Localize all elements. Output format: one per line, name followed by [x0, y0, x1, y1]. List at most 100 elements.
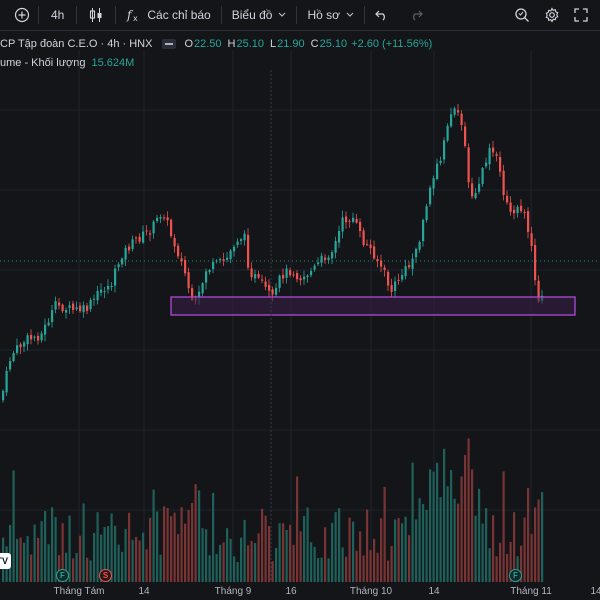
- volume-bar: [282, 523, 285, 582]
- candle-body: [464, 126, 467, 146]
- volume-bar: [362, 555, 365, 582]
- interval-button[interactable]: 4h: [39, 0, 76, 30]
- candle-body: [159, 217, 162, 219]
- candle-body: [383, 267, 386, 271]
- split-event-badge[interactable]: S: [99, 569, 112, 582]
- volume-bar: [166, 507, 169, 582]
- volume-bar: [387, 560, 390, 582]
- price-change: +2.60 (+11.56%): [351, 37, 433, 50]
- volume-bar: [397, 518, 400, 582]
- volume-bar: [485, 508, 488, 582]
- chevron-down-icon: [279, 12, 286, 17]
- volume-bar: [303, 516, 306, 582]
- legend-collapse-icon[interactable]: [162, 38, 177, 49]
- chart-type-button[interactable]: [77, 0, 115, 30]
- candle-body: [418, 242, 421, 250]
- candle-body: [348, 220, 351, 222]
- candle-body: [142, 231, 145, 243]
- volume-bars: [2, 438, 544, 582]
- candle-body: [152, 221, 155, 234]
- search-icon: [515, 8, 529, 22]
- candle-body: [117, 264, 120, 268]
- candle-body: [289, 270, 292, 276]
- candle-body: [506, 195, 509, 203]
- volume-bar: [240, 537, 243, 582]
- time-axis-label: 16: [285, 586, 297, 597]
- chart-grid: [0, 50, 600, 582]
- candle-body: [530, 233, 533, 247]
- add-symbol-button[interactable]: [0, 0, 38, 30]
- profile-menu-button[interactable]: Hồ sơ: [297, 0, 364, 30]
- candle-body: [65, 309, 68, 313]
- volume-bar: [429, 469, 432, 582]
- volume-bar: [271, 561, 274, 582]
- candle-body: [145, 230, 148, 232]
- candle-body: [425, 206, 428, 221]
- volume-bar: [324, 527, 327, 582]
- candle-body: [355, 218, 358, 223]
- time-axis[interactable]: Tháng Tám 14 Tháng 9 16 Tháng 10 14 Thán…: [0, 582, 600, 600]
- time-axis-label: Tháng Tám: [53, 586, 105, 597]
- volume-bar: [149, 517, 152, 582]
- symbol-title[interactable]: CP Tập đoàn C.E.O · 4h · HNX: [0, 37, 153, 50]
- fullscreen-button[interactable]: [567, 0, 600, 30]
- chart-menu-button[interactable]: Biểu đồ: [222, 0, 297, 30]
- price-chart-pane[interactable]: [0, 30, 600, 582]
- volume-bar: [355, 550, 358, 582]
- candle-body: [534, 245, 537, 281]
- candle-body: [397, 279, 400, 281]
- candle-body: [275, 287, 278, 295]
- svg-text:x: x: [133, 14, 138, 23]
- candle-body: [516, 206, 519, 214]
- volume-bar: [334, 512, 337, 582]
- candle-body: [429, 187, 432, 205]
- financials-event-badge[interactable]: F: [509, 569, 522, 582]
- redo-button[interactable]: [399, 0, 433, 30]
- candle-body: [271, 289, 274, 295]
- volume-bar: [16, 538, 19, 582]
- tradingview-logo[interactable]: TV: [0, 553, 11, 569]
- volume-bar: [103, 527, 106, 582]
- volume-bar: [124, 529, 127, 582]
- volume-bar: [320, 557, 323, 582]
- financials-event-badge[interactable]: F: [56, 569, 69, 582]
- candle-body: [495, 154, 498, 156]
- indicators-label: Các chỉ báo: [147, 8, 211, 22]
- volume-bar: [432, 471, 435, 582]
- candle-body: [331, 252, 334, 259]
- candle-body: [345, 216, 348, 223]
- candle-body: [128, 246, 131, 251]
- candle-body: [124, 247, 127, 260]
- candle-body: [37, 335, 40, 341]
- quick-search-button[interactable]: [507, 0, 537, 30]
- volume-bar: [310, 542, 313, 582]
- volume-bar: [201, 528, 204, 582]
- candle-body: [303, 276, 306, 280]
- candle-body: [61, 304, 64, 312]
- candle-body: [432, 178, 435, 189]
- candle-body: [229, 250, 232, 260]
- volume-bar: [37, 537, 40, 582]
- svg-text:f: f: [126, 8, 134, 22]
- settings-button[interactable]: [537, 0, 567, 30]
- candle-body: [499, 157, 502, 172]
- candle-body: [390, 284, 393, 292]
- volume-bar: [474, 515, 477, 582]
- ohlc-close: C25.10: [310, 37, 348, 50]
- candle-body: [313, 265, 316, 270]
- support-zone-rectangle[interactable]: [170, 296, 576, 316]
- candle-body: [96, 290, 99, 301]
- volume-title[interactable]: ume - Khối lượng: [0, 56, 86, 69]
- candle-body: [446, 125, 449, 141]
- undo-button[interactable]: [365, 0, 399, 30]
- candle-body: [12, 353, 15, 362]
- interval-label: 4h: [51, 8, 65, 22]
- volume-bar: [425, 509, 428, 582]
- candle-body: [261, 279, 264, 281]
- volume-bar: [383, 486, 386, 582]
- volume-bar: [520, 545, 523, 582]
- volume-bar: [264, 515, 267, 582]
- volume-bar: [100, 534, 103, 582]
- volume-bar: [359, 531, 362, 582]
